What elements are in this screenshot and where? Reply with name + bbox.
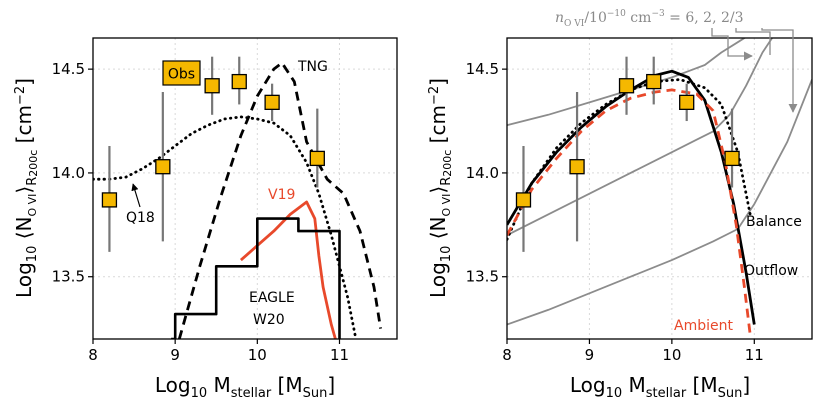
left-panel: 8 9 10 11 13.5 14.0 14.5 Obs TNG Q18 V19 EAGLE… (12, 37, 398, 401)
obs-marker (309, 150, 325, 167)
series-balance (507, 78, 752, 241)
left-x-axis-label: Log10 Mstellar [MSun] (155, 373, 335, 401)
outflow-label: Outflow (744, 263, 798, 279)
series-gray-2 (507, 38, 774, 237)
series-q18 (93, 115, 358, 339)
density-arrow-2 (735, 28, 771, 55)
ambient-label: Ambient (674, 318, 733, 334)
obs-marker (264, 94, 280, 111)
obs-marker (515, 192, 532, 208)
series-outflow (507, 69, 756, 325)
obs-marker (231, 73, 247, 90)
series-eagle-w20 (171, 217, 341, 339)
density-annotation: nO VI/10−10 cm−3 = 6, 2, 2/3 (555, 9, 744, 29)
right-series-group (507, 38, 812, 335)
tng-label: TNG (297, 59, 328, 75)
obs-legend-box (162, 60, 201, 86)
right-x-axis-label: Log10 Mstellar [MSun] (570, 373, 750, 401)
w20-label: W20 (253, 312, 285, 328)
x-tick-label: 9 (585, 346, 595, 364)
right-axes-frame (506, 37, 813, 340)
left-axes-frame (92, 37, 398, 340)
obs-marker (618, 78, 635, 94)
left-y-axis-label: Log10 ⟨NO VI⟩R200c [cm−2] (12, 78, 40, 298)
right-panel: 8 9 10 11 13.5 14.0 14.5 Balance Outflow Ambie… (426, 9, 813, 401)
x-tick-label: 9 (170, 346, 180, 364)
x-tick-label: 10 (248, 346, 267, 364)
left-ticks: 8 9 10 11 13.5 14.0 14.5 (52, 60, 349, 364)
right-observations (515, 56, 740, 252)
series-tng (177, 61, 382, 339)
obs-marker (724, 150, 740, 167)
obs-marker (155, 159, 171, 175)
x-tick-label: 8 (502, 346, 512, 364)
series-gray-6 (507, 38, 747, 127)
q18-label: Q18 (126, 210, 155, 226)
obs-marker (646, 73, 662, 90)
density-arrow-2-3 (761, 28, 798, 113)
y-tick-label: 13.5 (466, 268, 499, 286)
x-tick-label: 10 (662, 346, 681, 364)
obs-marker (204, 78, 220, 94)
x-tick-label: 11 (745, 346, 764, 364)
obs-legend-label: Obs (168, 67, 195, 83)
obs-marker (101, 192, 118, 208)
eagle-label: EAGLE (249, 290, 295, 306)
series-gray-2-3 (507, 79, 812, 326)
right-y-axis-label: Log10 ⟨NO VI⟩R200c [cm−2] (426, 78, 454, 298)
obs-marker (679, 94, 695, 111)
balance-label: Balance (746, 214, 802, 230)
series-ambient (507, 88, 752, 335)
density-arrow-6 (711, 28, 753, 61)
q18-arrow (131, 183, 141, 208)
left-series-group (93, 61, 382, 339)
y-tick-label: 14.5 (466, 60, 499, 78)
y-tick-label: 14.0 (52, 164, 85, 182)
right-ticks: 8 9 10 11 13.5 14.0 14.5 (466, 60, 764, 364)
series-v19 (239, 200, 337, 339)
x-tick-label: 11 (330, 346, 349, 364)
y-tick-label: 14.5 (52, 60, 85, 78)
x-tick-label: 8 (88, 346, 98, 364)
y-tick-label: 13.5 (52, 268, 85, 286)
left-observations (101, 56, 325, 252)
v19-label: V19 (268, 187, 295, 203)
y-tick-label: 14.0 (466, 164, 499, 182)
obs-marker (569, 159, 585, 175)
